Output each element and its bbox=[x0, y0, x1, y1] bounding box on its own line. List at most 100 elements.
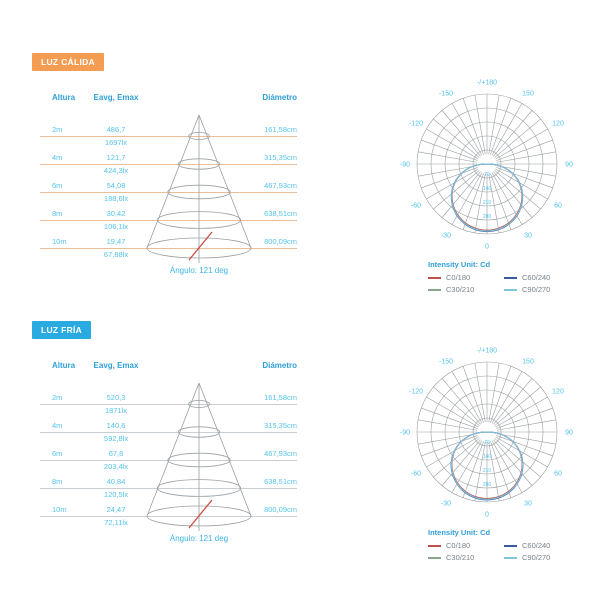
svg-text:-90: -90 bbox=[400, 430, 410, 437]
legend-label: C30/210 bbox=[446, 285, 475, 294]
legend-item-c0-180: C0/180 bbox=[428, 273, 504, 282]
row-divider bbox=[40, 136, 297, 137]
eavg-value: 40,84 bbox=[106, 477, 126, 486]
altura-value: 10m bbox=[52, 237, 67, 246]
diametro-value: 467,93cm bbox=[264, 181, 297, 190]
row-divider bbox=[40, 488, 297, 489]
eavg-value: 19,47 bbox=[106, 237, 126, 246]
column-header-diametro: Diámetro bbox=[262, 93, 297, 102]
altura-value: 4m bbox=[52, 153, 63, 162]
svg-text:-/+180: -/+180 bbox=[477, 348, 497, 355]
legend-swatch-c60-240 bbox=[504, 276, 517, 279]
svg-text:-60: -60 bbox=[411, 203, 421, 210]
altura-value: 8m bbox=[52, 209, 63, 218]
emax-lux-value: 72,11lx bbox=[104, 518, 128, 527]
legend-item-c90-270: C90/270 bbox=[504, 553, 580, 562]
legend-swatch-c0-180 bbox=[428, 544, 441, 547]
legend-label: C90/270 bbox=[522, 285, 551, 294]
legend-item-c30-210: C30/210 bbox=[428, 285, 504, 294]
legend-item-c0-180: C0/180 bbox=[428, 541, 504, 550]
legend-label: C90/270 bbox=[522, 553, 551, 562]
svg-text:0: 0 bbox=[485, 244, 489, 251]
svg-text:30: 30 bbox=[524, 233, 532, 240]
legend-label: C60/240 bbox=[522, 541, 551, 550]
row-divider bbox=[40, 164, 297, 165]
legend-label: C30/210 bbox=[446, 553, 475, 562]
emax-lux-value: 67,88lx bbox=[103, 250, 129, 259]
row-divider bbox=[40, 248, 297, 249]
legend-label: C0/180 bbox=[446, 273, 471, 282]
legend-label: C0/180 bbox=[446, 541, 471, 550]
svg-text:210: 210 bbox=[483, 468, 492, 474]
legend-swatch-c30-210 bbox=[428, 288, 441, 291]
diametro-value: 161,58cm bbox=[264, 125, 297, 134]
svg-text:-90: -90 bbox=[400, 162, 410, 169]
svg-text:-150: -150 bbox=[439, 358, 453, 365]
intensity-unit-label: Intensity Unit: Cd bbox=[428, 528, 491, 537]
row-divider bbox=[40, 404, 297, 405]
beam-angle-label: Ángulo: 121 deg bbox=[169, 266, 229, 275]
diametro-value: 800,09cm bbox=[264, 505, 297, 514]
legend-swatch-c30-210 bbox=[428, 556, 441, 559]
altura-value: 2m bbox=[52, 125, 63, 134]
legend-label: C60/240 bbox=[522, 273, 551, 282]
svg-text:60: 60 bbox=[554, 203, 562, 210]
diametro-value: 800,09cm bbox=[264, 237, 297, 246]
light-cone-diagram bbox=[146, 382, 252, 531]
polar-intensity-chart-cold: 0 30 60 90 120 150 -/+180 -30 -60 -90 -120 -150 70 14… bbox=[400, 348, 573, 519]
svg-text:-150: -150 bbox=[439, 90, 453, 97]
diametro-value: 638,51cm bbox=[264, 209, 297, 218]
svg-text:-120: -120 bbox=[409, 389, 423, 396]
svg-text:150: 150 bbox=[522, 358, 534, 365]
altura-value: 10m bbox=[52, 505, 67, 514]
diametro-value: 315,35cm bbox=[264, 421, 297, 430]
svg-text:140: 140 bbox=[483, 186, 492, 192]
emax-lux-value: 188,6lx bbox=[103, 194, 129, 203]
emax-lux-value: 203,4lx bbox=[103, 462, 129, 471]
column-header-diametro: Diámetro bbox=[262, 361, 297, 370]
svg-text:30: 30 bbox=[524, 501, 532, 508]
badge-luz-calida: LUZ CÁLIDA bbox=[32, 53, 104, 71]
legend-swatch-c90-270 bbox=[504, 556, 517, 559]
svg-text:120: 120 bbox=[552, 121, 564, 128]
svg-text:-30: -30 bbox=[441, 501, 451, 508]
diametro-value: 638,51cm bbox=[264, 477, 297, 486]
polar-legend: Intensity Unit: Cd C0/180 C60/240 C30/21… bbox=[428, 528, 588, 562]
eavg-value: 121,7 bbox=[106, 153, 126, 162]
svg-text:210: 210 bbox=[483, 200, 492, 206]
badge-luz-fria: LUZ FRÍA bbox=[32, 321, 92, 339]
eavg-value: 24,47 bbox=[106, 505, 126, 514]
row-divider bbox=[40, 220, 297, 221]
diametro-value: 161,58cm bbox=[264, 393, 297, 402]
section-luz-fria: LUZ FRÍA Altura Eavg, Emax Diámetro 2m 5… bbox=[0, 318, 600, 600]
svg-text:70: 70 bbox=[484, 172, 490, 178]
svg-text:150: 150 bbox=[522, 90, 534, 97]
row-divider bbox=[40, 516, 297, 517]
beam-angle-label: Ángulo: 121 deg bbox=[169, 534, 229, 543]
svg-text:-120: -120 bbox=[409, 121, 423, 128]
svg-text:-/+180: -/+180 bbox=[477, 80, 497, 87]
svg-text:140: 140 bbox=[483, 454, 492, 460]
eavg-value: 67,8 bbox=[108, 449, 124, 458]
column-header-eavg-emax: Eavg, Emax bbox=[93, 93, 139, 102]
eavg-value: 486,7 bbox=[106, 125, 126, 134]
legend-swatch-c60-240 bbox=[504, 544, 517, 547]
eavg-value: 140,6 bbox=[106, 421, 126, 430]
row-divider bbox=[40, 432, 297, 433]
beam-angle-indicator-line bbox=[188, 499, 213, 529]
intensity-unit-label: Intensity Unit: Cd bbox=[428, 260, 491, 269]
svg-text:90: 90 bbox=[565, 162, 573, 169]
emax-lux-value: 106,1lx bbox=[103, 222, 129, 231]
svg-text:90: 90 bbox=[565, 430, 573, 437]
column-header-altura: Altura bbox=[52, 93, 76, 102]
altura-value: 6m bbox=[52, 449, 63, 458]
svg-text:-60: -60 bbox=[411, 471, 421, 478]
legend-item-c30-210: C30/210 bbox=[428, 553, 504, 562]
legend-item-c60-240: C60/240 bbox=[504, 273, 580, 282]
svg-text:0: 0 bbox=[485, 512, 489, 519]
column-header-eavg-emax: Eavg, Emax bbox=[93, 361, 139, 370]
legend-swatch-c90-270 bbox=[504, 288, 517, 291]
polar-intensity-chart-warm: 0 30 60 90 120 150 -/+180 -30 -60 -90 -120 -150 70 14… bbox=[400, 80, 573, 251]
svg-text:60: 60 bbox=[554, 471, 562, 478]
emax-lux-value: 1697lx bbox=[104, 138, 128, 147]
